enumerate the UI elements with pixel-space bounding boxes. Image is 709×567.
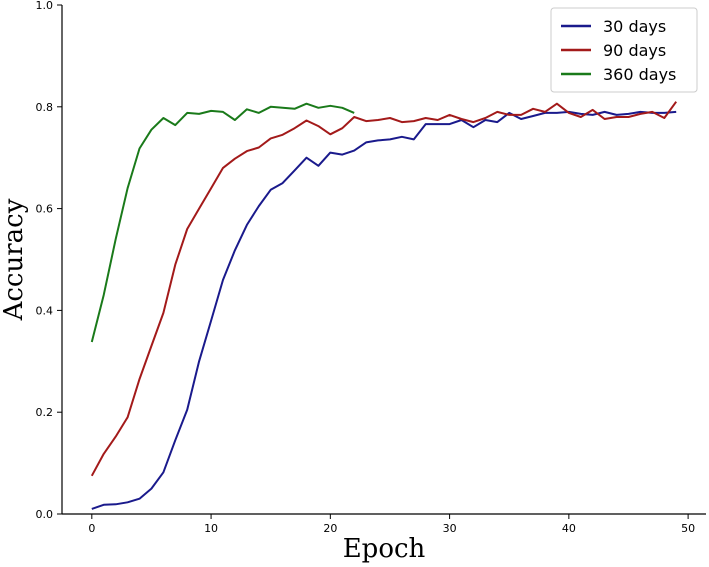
- legend-items: 30 days 90 days 360 days: [561, 17, 676, 84]
- y-ticks: 0.0 0.2 0.4 0.6 0.8 1.0: [36, 0, 62, 521]
- y-tick-label: 1.0: [36, 0, 54, 12]
- legend-label: 90 days: [603, 41, 666, 60]
- x-tick-label: 10: [204, 522, 218, 535]
- series-line-1: [91, 110, 677, 510]
- x-tick-label: 40: [562, 522, 576, 535]
- x-tick-label: 50: [681, 522, 695, 535]
- y-tick-label: 0.4: [36, 304, 54, 317]
- legend: 30 days 90 days 360 days: [550, 7, 698, 93]
- x-tick-label: 20: [323, 522, 337, 535]
- x-tick-label: 0: [88, 522, 95, 535]
- series-lines: [90, 101, 678, 510]
- x-axis-title: Epoch: [343, 534, 426, 564]
- axes: [61, 5, 706, 515]
- y-tick-label: 0.6: [36, 203, 54, 216]
- y-tick-label: 0.8: [36, 101, 54, 114]
- x-tick-label: 30: [443, 522, 457, 535]
- legend-label: 360 days: [603, 65, 676, 84]
- legend-label: 30 days: [603, 17, 666, 36]
- y-tick-label: 0.0: [36, 508, 54, 521]
- y-axis-title: Accuracy: [0, 198, 29, 321]
- series-line-2: [90, 101, 678, 477]
- series-line-3: [90, 102, 355, 343]
- x-ticks: 0 10 20 30 40 50: [88, 514, 695, 535]
- y-tick-label: 0.2: [36, 406, 54, 419]
- legend-box: [550, 7, 698, 93]
